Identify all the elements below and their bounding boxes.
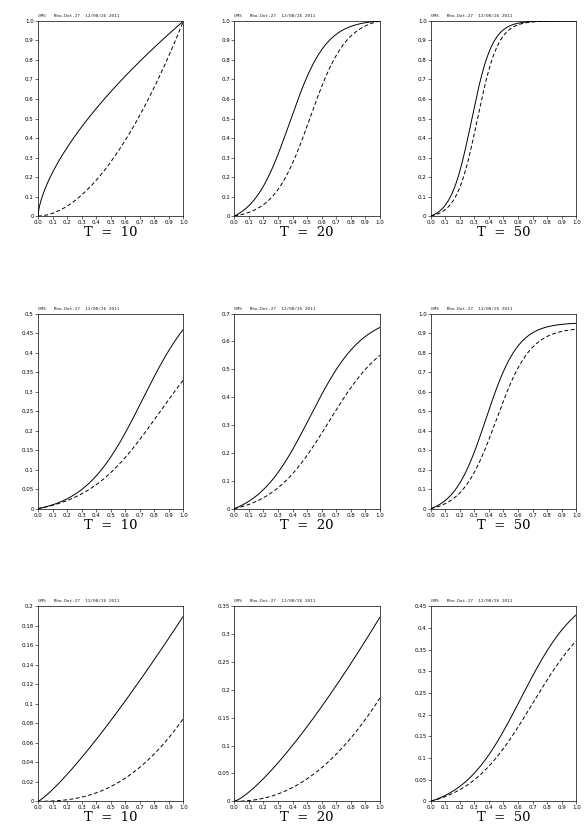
Text: GMS   Rho-Dot-27  12/08/26 2011: GMS Rho-Dot-27 12/08/26 2011	[38, 306, 119, 310]
Text: T  =  50: T = 50	[477, 227, 530, 239]
Text: T  =  20: T = 20	[280, 227, 334, 239]
Text: T  =  10: T = 10	[84, 811, 137, 824]
Text: GMS   Rho-Dot-27  12/08/26 2011: GMS Rho-Dot-27 12/08/26 2011	[235, 599, 316, 603]
Text: GMS   Rho-Dot-27  12/08/26 2011: GMS Rho-Dot-27 12/08/26 2011	[431, 306, 512, 310]
Text: T  =  10: T = 10	[84, 519, 137, 532]
Text: T  =  10: T = 10	[84, 227, 137, 239]
Text: T  =  50: T = 50	[477, 519, 530, 532]
Text: GMS   Rho-Dot-27  12/08/26 2011: GMS Rho-Dot-27 12/08/26 2011	[38, 14, 119, 18]
Text: GMS   Rho-Dot-27  12/08/26 2011: GMS Rho-Dot-27 12/08/26 2011	[235, 306, 316, 310]
Text: T  =  20: T = 20	[280, 519, 334, 532]
Text: T  =  50: T = 50	[477, 811, 530, 824]
Text: GMS   Rho-Dot-27  12/08/26 2011: GMS Rho-Dot-27 12/08/26 2011	[38, 599, 119, 603]
Text: T  =  20: T = 20	[280, 811, 334, 824]
Text: GMS   Rho-Dot-27  12/08/26 2011: GMS Rho-Dot-27 12/08/26 2011	[235, 14, 316, 18]
Text: GMS   Rho-Dot-27  12/08/26 2011: GMS Rho-Dot-27 12/08/26 2011	[431, 14, 512, 18]
Text: GMS   Rho-Dot-27  12/08/26 2011: GMS Rho-Dot-27 12/08/26 2011	[431, 599, 512, 603]
